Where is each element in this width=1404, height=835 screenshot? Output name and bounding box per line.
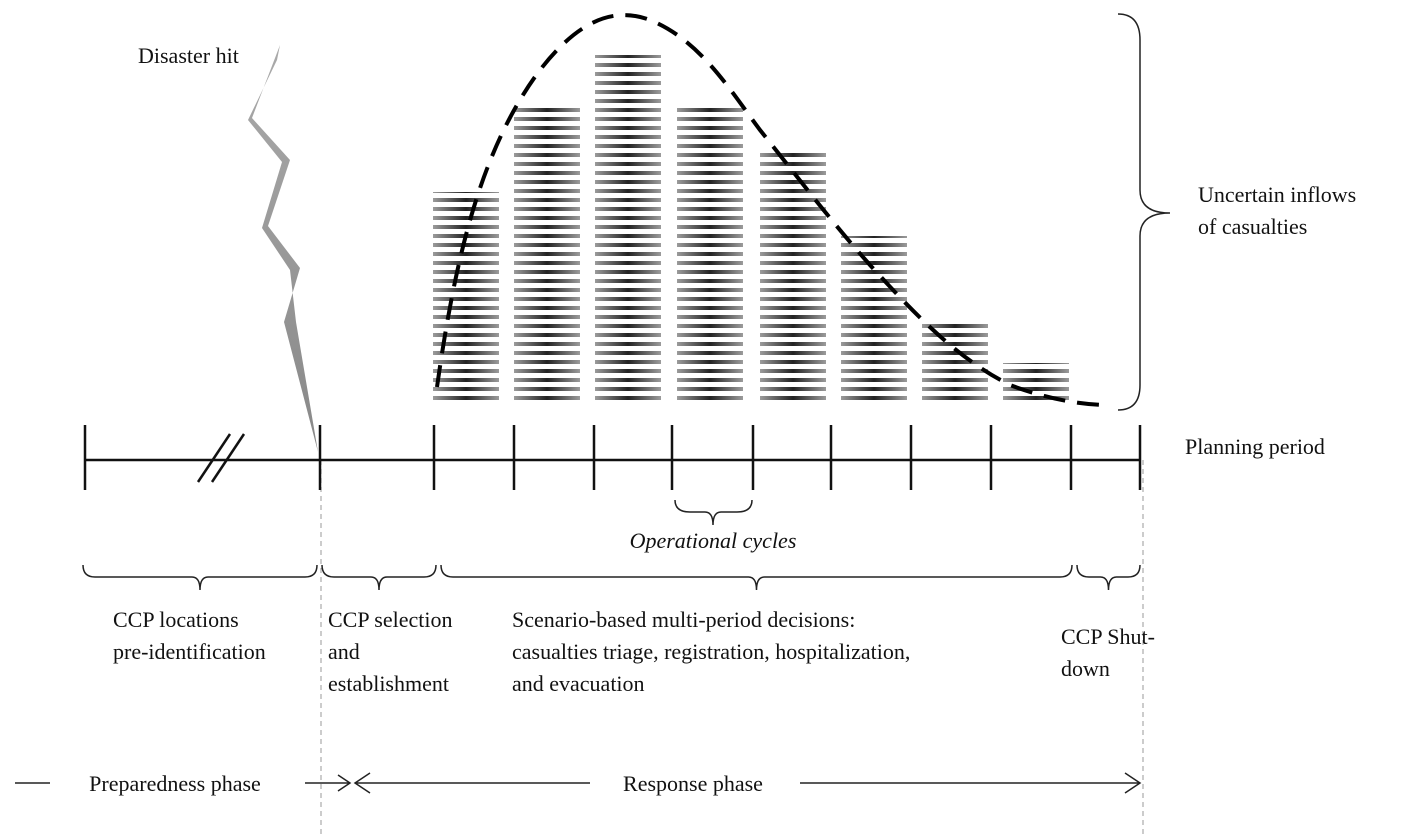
stage-label: CCP Shut- xyxy=(1061,624,1155,649)
disaster-label: Disaster hit xyxy=(138,43,239,68)
stage-label: CCP locations xyxy=(113,607,239,632)
stage-label: and evacuation xyxy=(512,671,645,696)
stage-label: down xyxy=(1061,656,1110,681)
bars xyxy=(433,55,1069,405)
bar-shade xyxy=(841,236,907,405)
stage-label: and xyxy=(328,639,360,664)
phase-label: Preparedness phase xyxy=(89,771,261,796)
stage-label: CCP selection xyxy=(328,607,452,632)
brace xyxy=(1117,13,1171,411)
bar-shade xyxy=(433,192,499,405)
brace xyxy=(1076,564,1141,591)
stage-label: casualties triage, registration, hospita… xyxy=(512,639,910,664)
phase-arrow xyxy=(305,774,352,792)
planning-label: Planning period xyxy=(1185,434,1325,459)
timeline-ticks xyxy=(83,425,1142,490)
phase-arrow xyxy=(800,772,1142,794)
stage-label: establishment xyxy=(328,671,449,696)
bar-shade xyxy=(677,104,743,405)
break-mark xyxy=(196,433,232,483)
bar-shade xyxy=(595,55,661,405)
phase-arrow xyxy=(353,772,590,794)
inflow-curve xyxy=(435,13,1104,407)
phase-label: Response phase xyxy=(623,771,763,796)
brace xyxy=(674,499,753,526)
break-mark xyxy=(210,433,246,483)
stage-labels: CCP locations pre-identification CCP selec… xyxy=(113,607,1155,696)
lightning-bolt xyxy=(248,45,318,452)
inflow-label: Uncertain inflows xyxy=(1198,182,1356,207)
bar-shade xyxy=(514,104,580,405)
stage-label: pre-identification xyxy=(113,639,266,664)
stage-label: Scenario-based multi-period decisions: xyxy=(512,607,855,632)
brace xyxy=(82,564,318,591)
stage-braces xyxy=(82,564,1141,591)
inflow-label: of casualties xyxy=(1198,214,1307,239)
brace xyxy=(321,564,437,591)
brace xyxy=(440,564,1073,591)
cycles-label: Operational cycles xyxy=(630,528,797,553)
bar-shade xyxy=(760,148,826,405)
bar-shade xyxy=(922,320,988,405)
